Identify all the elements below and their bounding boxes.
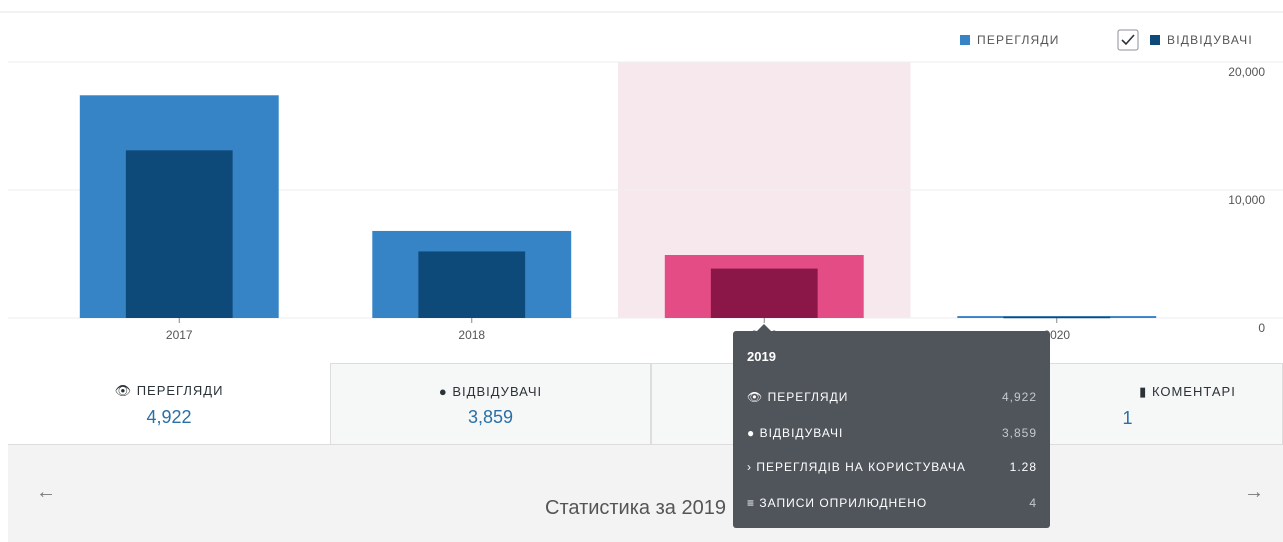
row-label: ПЕРЕГЛЯДІВ НА КОРИСТУВАЧА <box>756 460 966 474</box>
x-tick-label: 2018 <box>458 328 485 342</box>
x-tick-label: 2017 <box>166 328 193 342</box>
row-label: ЗАПИСИ ОПРИЛЮДНЕНО <box>759 496 928 510</box>
tooltip: 2019 👁 ПЕРЕГЛЯДИ 4,922 ● ВІДВІДУВАЧІ 3,859… <box>733 324 1050 528</box>
label: ПЕРЕГЛЯДИ <box>136 383 224 398</box>
summary-views[interactable]: 👁 ПЕРЕГЛЯДИ 4,922 <box>8 363 330 445</box>
x-tick-label: 2020 <box>1043 328 1070 342</box>
tooltip-row: ● ВІДВІДУВАЧІ 3,859 <box>747 426 1037 440</box>
summary-value: 1 <box>1122 408 1133 428</box>
tooltip-title: 2019 <box>747 349 776 364</box>
next-arrow[interactable]: → <box>1244 481 1264 503</box>
row-label: ПЕРЕГЛЯДИ <box>767 390 849 404</box>
label: ВІДВІДУВАЧІ <box>452 384 543 399</box>
summary-visitors[interactable]: ● ВІДВІДУВАЧІ 3,859 <box>330 363 651 445</box>
y-tick-label: 0 <box>1258 321 1265 335</box>
y-tick-label: 10,000 <box>1228 193 1265 207</box>
row-value: 1.28 <box>1009 460 1037 474</box>
row-value: 4,922 <box>1001 390 1037 404</box>
chart: 010,00020,0002017201820192020ПЕРЕГЛЯДИВІ… <box>0 11 1283 342</box>
tooltip-row: › ПЕРЕГЛЯДІВ НА КОРИСТУВАЧА 1.28 <box>747 460 1037 474</box>
legend-swatch <box>960 35 970 45</box>
bar <box>418 251 526 318</box>
row-label: ВІДВІДУВАЧІ <box>759 426 844 440</box>
summary-label: ▮ КОМЕНТАРІ <box>1139 384 1236 399</box>
footer-title: Статистика за 2019 <box>545 497 726 519</box>
check-mark <box>1121 34 1135 46</box>
legend-label: ПЕРЕГЛЯДИ <box>977 33 1060 47</box>
bar <box>1003 316 1111 319</box>
legend-swatch <box>1150 35 1160 45</box>
summary-label: ● ВІДВІДУВАЧІ <box>438 384 543 399</box>
legend-label: ВІДВІДУВАЧІ <box>1167 33 1253 47</box>
bar <box>125 150 233 318</box>
tooltip-row: ≡ ЗАПИСИ ОПРИЛЮДНЕНО 4 <box>747 496 1037 510</box>
tooltip-arrow <box>757 324 771 331</box>
summary-value: 3,859 <box>467 407 514 427</box>
y-tick-label: 20,000 <box>1228 65 1265 79</box>
bar <box>710 268 818 318</box>
legend-checkbox[interactable] <box>1117 29 1139 51</box>
row-value: 3,859 <box>1001 426 1037 440</box>
row-value: 4 <box>1029 496 1037 510</box>
label: КОМЕНТАРІ <box>1151 384 1236 399</box>
tooltip-row: 👁 ПЕРЕГЛЯДИ 4,922 <box>747 390 1037 404</box>
footer: ← Статистика за 2019 → <box>8 445 1283 542</box>
summary-label: 👁 ПЕРЕГЛЯДИ <box>114 383 224 398</box>
summary-value: 4,922 <box>146 407 192 427</box>
prev-arrow[interactable]: ← <box>36 481 56 503</box>
